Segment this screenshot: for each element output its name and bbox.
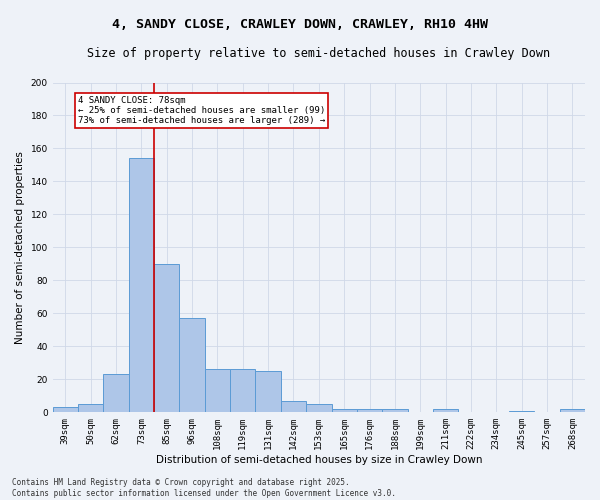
- Bar: [382, 409, 407, 412]
- Text: 4, SANDY CLOSE, CRAWLEY DOWN, CRAWLEY, RH10 4HW: 4, SANDY CLOSE, CRAWLEY DOWN, CRAWLEY, R…: [112, 18, 488, 30]
- Text: Contains HM Land Registry data © Crown copyright and database right 2025.
Contai: Contains HM Land Registry data © Crown c…: [12, 478, 396, 498]
- Bar: [281, 401, 306, 412]
- Bar: [306, 404, 332, 412]
- Bar: [78, 404, 103, 412]
- Bar: [357, 409, 382, 412]
- Bar: [560, 409, 585, 412]
- Bar: [154, 264, 179, 412]
- Bar: [332, 409, 357, 412]
- Title: Size of property relative to semi-detached houses in Crawley Down: Size of property relative to semi-detach…: [87, 48, 550, 60]
- Text: 4 SANDY CLOSE: 78sqm
← 25% of semi-detached houses are smaller (99)
73% of semi-: 4 SANDY CLOSE: 78sqm ← 25% of semi-detac…: [78, 96, 325, 126]
- Bar: [103, 374, 129, 412]
- Bar: [433, 409, 458, 412]
- Bar: [205, 370, 230, 412]
- Bar: [129, 158, 154, 412]
- Bar: [179, 318, 205, 412]
- Bar: [230, 370, 256, 412]
- X-axis label: Distribution of semi-detached houses by size in Crawley Down: Distribution of semi-detached houses by …: [155, 455, 482, 465]
- Y-axis label: Number of semi-detached properties: Number of semi-detached properties: [15, 151, 25, 344]
- Bar: [53, 408, 78, 412]
- Bar: [256, 371, 281, 412]
- Bar: [509, 410, 535, 412]
